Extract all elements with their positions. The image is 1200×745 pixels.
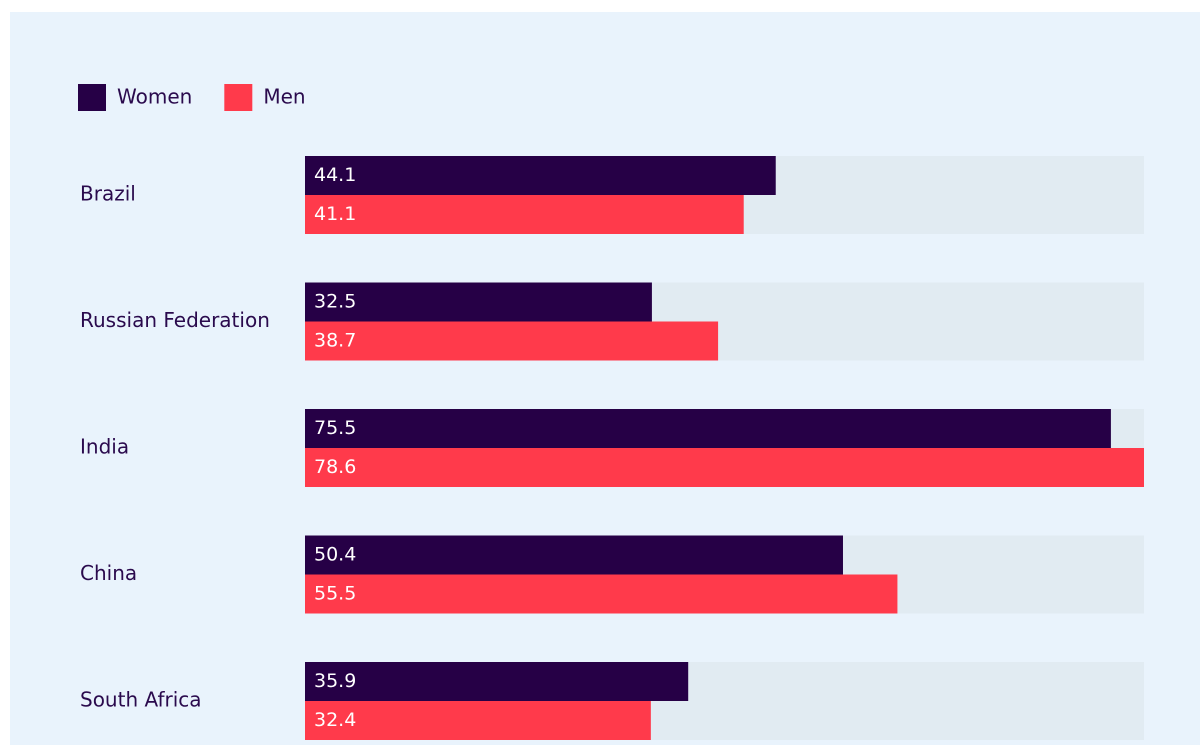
value-label: 50.4 [314,544,356,566]
category-label: Brazil [80,182,136,206]
value-label: 55.5 [314,583,356,605]
bar [305,448,1144,487]
legend-swatch [224,84,253,111]
bar [305,701,651,740]
category-label: India [80,435,129,459]
legend-label: Women [117,85,192,109]
value-label: 78.6 [314,456,356,478]
value-label: 44.1 [314,164,356,186]
bar [305,195,744,234]
bar [305,574,898,614]
bar [305,535,843,575]
category-label: Russian Federation [80,308,270,332]
legend-label: Men [263,85,305,109]
chart-background [10,12,1200,745]
value-label: 38.7 [314,330,356,352]
value-label: 32.5 [314,291,356,313]
bar [305,282,652,322]
category-label: China [80,561,137,585]
bar [305,321,719,361]
category-label: South Africa [80,688,202,712]
bar [305,409,1111,448]
bar [305,156,776,195]
bar [305,662,689,701]
value-label: 75.5 [314,417,356,439]
value-label: 41.1 [314,203,356,225]
value-label: 32.4 [314,709,356,731]
value-label: 35.9 [314,670,356,692]
legend-swatch [78,84,106,111]
